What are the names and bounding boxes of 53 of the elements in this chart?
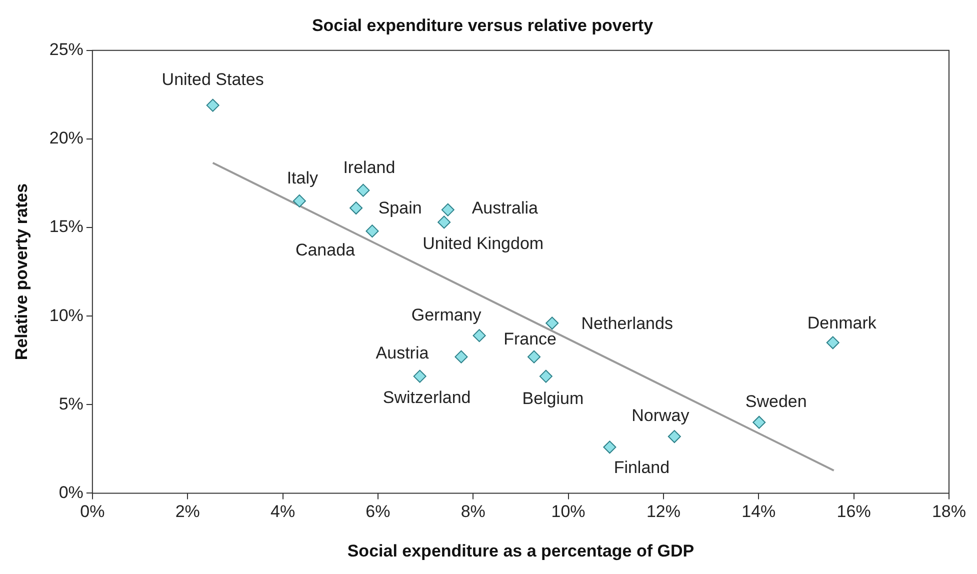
point [454,350,468,364]
x-tick-label: 8% [460,502,486,522]
point [292,194,306,208]
x-tick-label: 2% [175,502,200,522]
y-axis-title: Relative poverty rates [12,183,31,360]
x-tick-label: 14% [742,502,776,522]
annotation: Netherlands [581,314,673,333]
point [438,216,451,229]
annotation: United Kingdom [422,234,544,253]
annotation: Italy [286,168,319,188]
x-tick-label: 6% [366,502,390,522]
point [752,416,766,429]
annotation: United States [162,70,264,89]
point [539,370,552,383]
point [472,329,486,342]
annotation: Denmark [807,313,877,332]
annotation: Finland [614,458,670,477]
x-tick-label: 16% [836,502,871,522]
point [206,98,220,112]
point [413,370,426,383]
x-tick-label: 18% [932,502,966,522]
point [528,350,541,364]
point [441,203,454,216]
annotation: Belgium [522,388,584,408]
x-tick-label: 4% [270,502,296,522]
point [668,430,681,444]
annotation: Canada [295,240,356,260]
annotation: Germany [411,305,482,324]
point [356,184,370,197]
point [546,316,559,330]
point [366,224,379,238]
annotation: Australia [472,198,539,218]
annotation: Austria [376,344,430,363]
annotation: Sweden [745,392,807,412]
point [826,336,840,350]
annotation: France [504,330,556,349]
annotation: Norway [632,406,690,426]
x-tick-label: 0% [80,502,105,522]
y-tick-label: 0% [58,482,84,502]
y-tick-label: 15% [49,217,84,236]
point [603,440,616,454]
y-tick-label: 10% [49,306,84,325]
annotation: Ireland [343,158,396,178]
x-axis-title: Social expenditure as a percentage of GDP [347,541,694,560]
x-tick-label: 12% [646,502,680,522]
point [350,202,363,215]
annotation: Spain [378,198,422,218]
y-tick-label: 5% [58,394,84,414]
y-tick-label: 25% [49,40,84,60]
x-tick-label: 10% [551,502,586,522]
y-tick-label: 20% [49,128,84,148]
annotation: Switzerland [382,388,471,407]
chart-title: Social expenditure versus relative poverty [312,16,654,35]
